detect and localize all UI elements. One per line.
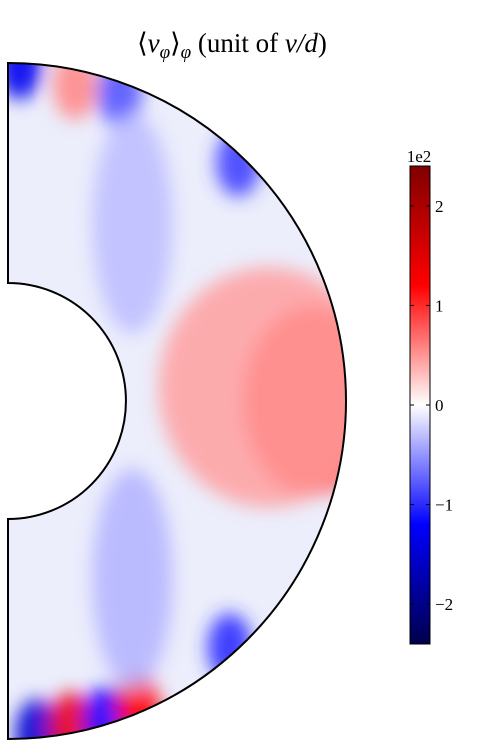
field-feature-south-mid-negative (207, 613, 252, 682)
colorbar-tick-label: −1 (435, 496, 453, 515)
field-features (8, 63, 346, 739)
field-feature-equatorial-positive-inner (158, 267, 346, 508)
field-feature-north-tangent-cylinder-negative (92, 113, 173, 334)
colorbar: 1e2 2 1 0 −1 −2 (407, 147, 453, 645)
field-feature-south-positive-streak (49, 692, 94, 739)
field-feature-north-positive-streak (53, 63, 98, 120)
colorbar-tick-label: 1 (435, 296, 444, 315)
field-feature-south-tangent-cylinder-negative (92, 468, 173, 689)
field-feature-south-pole-negative (15, 699, 60, 739)
colorbar-tick-label: −2 (435, 595, 453, 614)
colorbar-multiplier: 1e2 (407, 147, 432, 166)
chart-title: ⟨vφ⟩φ (unit of ν/d) (137, 28, 327, 63)
colorbar-tick-label: 0 (435, 396, 444, 415)
colorbar-tick-label: 2 (435, 197, 444, 216)
colorbar-ticks: 2 1 0 −1 −2 (410, 197, 453, 614)
domain-boundary (7, 61, 347, 741)
